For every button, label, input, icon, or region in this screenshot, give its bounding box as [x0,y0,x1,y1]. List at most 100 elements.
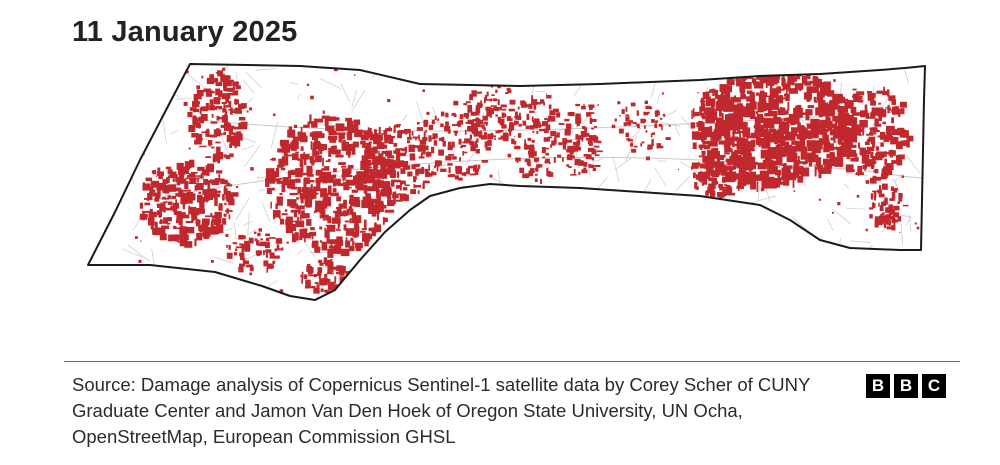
damage-patch [319,262,324,266]
damage-patch [462,151,465,156]
street-segment [749,195,777,204]
damage-patch [371,175,376,183]
damage-patch [473,164,478,170]
street-segment [526,293,541,300]
damage-patch [764,118,774,126]
damage-speck [338,229,340,232]
damage-patch [618,128,624,134]
damage-patch [798,172,801,175]
street-segment [138,272,152,274]
damage-patch [698,174,706,182]
damage-patch [877,189,882,194]
damage-patch [226,252,233,259]
damage-patch [737,186,740,191]
street-segment [614,157,633,171]
damage-patch [576,140,581,145]
damage-speck [655,76,659,80]
damage-patch [351,215,362,224]
damage-patch [850,136,858,141]
damage-patch [880,131,886,140]
damage-patch [524,139,526,146]
damage-patch [774,169,778,173]
damage-patch [820,127,827,135]
damage-patch [321,115,330,119]
damage-patch [328,283,333,291]
damage-patch [793,159,799,168]
damage-patch [331,117,340,121]
damage-patch [815,78,822,88]
damage-patch [787,145,792,149]
damage-patch [856,91,865,96]
street-segment [480,203,499,206]
damage-patch [300,127,303,132]
damage-patch [322,210,326,214]
damage-patch [309,156,314,163]
damage-patch [796,133,801,140]
damage-speck [404,195,407,198]
damage-speck [251,265,254,267]
damage-speck [167,195,172,199]
damage-speck [715,181,718,184]
damage-speck [409,76,413,80]
damage-patch [870,151,874,159]
damage-patch [817,164,824,168]
damage-patch [300,197,304,202]
damage-patch [265,251,268,258]
damage-patch [898,154,905,160]
damage-patch [742,138,749,149]
damage-patch [588,154,592,158]
damage-patch [773,154,782,159]
damage-patch [768,95,775,107]
damage-patch [362,143,366,148]
damage-patch [492,98,498,101]
damage-patch [447,141,452,146]
damage-patch [445,112,449,118]
damage-patch [206,77,215,84]
damage-patch [362,196,372,205]
damage-patch [238,122,246,129]
damage-patch [719,99,725,102]
damage-patch [445,121,449,127]
damage-patch [168,234,171,242]
damage-patch [720,168,728,171]
damage-patch [459,114,464,120]
damage-patch [172,235,175,238]
damage-patch [854,157,859,162]
damage-patch [790,116,800,125]
damage-patch [434,165,436,168]
damage-patch [891,217,895,224]
damage-patch [422,180,430,184]
damage-patch [330,266,338,270]
damage-speck [497,290,500,292]
street-segment [900,223,903,245]
damage-patch [179,239,188,247]
damage-speck [735,78,738,81]
damage-patch [323,257,328,264]
damage-patch [846,156,850,160]
damage-speck [916,226,920,230]
damage-patch [417,168,425,174]
damage-patch [190,126,193,131]
damage-patch [224,210,233,212]
street-segment [567,227,594,236]
damage-patch [334,212,340,218]
damage-patch [161,203,166,212]
damage-patch [348,206,352,212]
damage-patch [471,123,478,130]
damage-patch [890,209,896,213]
damage-patch [360,182,364,190]
damage-patch [839,126,848,135]
damage-patch [859,123,865,127]
damage-patch [566,164,569,167]
damage-speck [159,221,163,225]
damage-patch [466,168,470,175]
damage-patch [211,114,214,118]
damage-patch [300,153,310,160]
damage-patch [875,176,881,181]
damage-patch [788,90,798,94]
damage-patch [532,154,535,158]
damage-patch [532,119,536,124]
damage-patch [322,218,330,221]
damage-patch [175,199,177,207]
damage-patch [759,170,770,181]
